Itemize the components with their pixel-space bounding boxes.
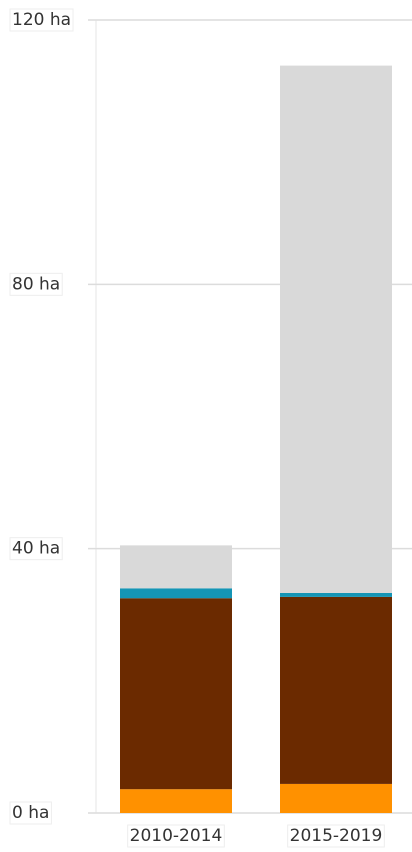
bar-segment	[280, 596, 392, 784]
x-tick-label: 2010-2014	[130, 826, 223, 846]
y-tick-label: 0 ha	[12, 803, 49, 823]
y-tick-label-bg	[9, 8, 74, 32]
bar-segment	[280, 783, 392, 813]
bar-segment	[120, 598, 232, 790]
y-tick-label: 120 ha	[12, 10, 71, 30]
bar-segment	[120, 588, 232, 599]
y-tick-label: 40 ha	[12, 539, 60, 559]
bar-segment	[120, 789, 232, 813]
y-tick-label-bg	[9, 272, 63, 296]
x-tick-label-bg	[127, 824, 225, 848]
bar-segment	[280, 65, 392, 593]
bar-segment	[280, 592, 392, 597]
y-tick-label-bg	[9, 537, 63, 561]
y-tick-label-bg	[9, 801, 52, 825]
x-tick-label: 2015-2019	[290, 826, 383, 846]
x-tick-label-bg	[287, 824, 385, 848]
y-tick-label: 80 ha	[12, 274, 60, 294]
bar-segment	[120, 545, 232, 589]
